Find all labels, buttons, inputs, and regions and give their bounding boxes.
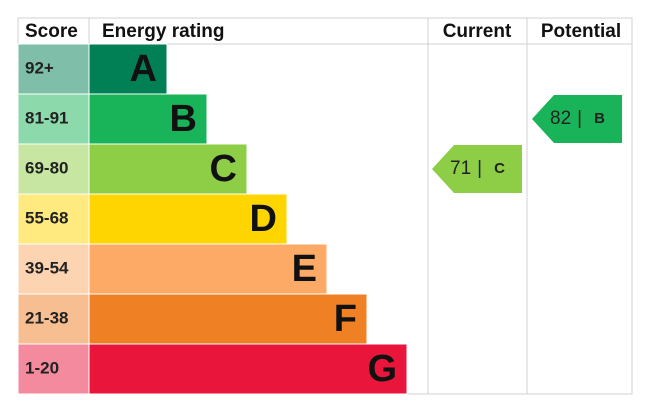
rating-letter: F (334, 298, 357, 340)
rating-bar (88, 293, 368, 345)
header-current: Current (443, 21, 512, 42)
score-range: 92+ (25, 58, 54, 77)
rating-letter: E (292, 248, 317, 290)
header-score: Score (25, 21, 78, 42)
score-range: 81-91 (25, 108, 68, 127)
rating-bar (88, 193, 288, 245)
potential-arrow (532, 95, 622, 143)
score-range: 55-68 (25, 208, 68, 227)
potential-score: 82 (550, 108, 571, 129)
score-range: 1-20 (25, 358, 59, 377)
rating-letter: A (130, 48, 157, 90)
rating-bar (88, 243, 328, 295)
current-band: C (494, 160, 505, 177)
current-label: 71 | C (450, 158, 505, 179)
rating-letter: G (367, 348, 397, 390)
current-separator: | (477, 158, 482, 179)
score-cell (17, 93, 90, 145)
potential-band: B (594, 110, 605, 127)
rating-letter: C (210, 148, 237, 190)
score-range: 21-38 (25, 308, 68, 327)
current-score: 71 (450, 158, 471, 179)
rating-letter: B (170, 98, 197, 140)
score-cell (17, 143, 90, 195)
score-cell (17, 343, 90, 395)
rating-bar (88, 43, 168, 95)
score-cell (17, 293, 90, 345)
score-range: 69-80 (25, 158, 68, 177)
rating-bar (88, 143, 248, 195)
score-range: 39-54 (25, 258, 69, 277)
header-potential: Potential (541, 21, 621, 42)
rating-bar (88, 343, 408, 395)
score-cell (17, 243, 90, 295)
header-rating: Energy rating (102, 21, 224, 42)
current-arrow (432, 145, 522, 193)
rating-bar (88, 93, 208, 145)
potential-label: 82 | B (550, 108, 605, 129)
rating-letter: D (250, 198, 277, 240)
potential-separator: | (577, 108, 582, 129)
